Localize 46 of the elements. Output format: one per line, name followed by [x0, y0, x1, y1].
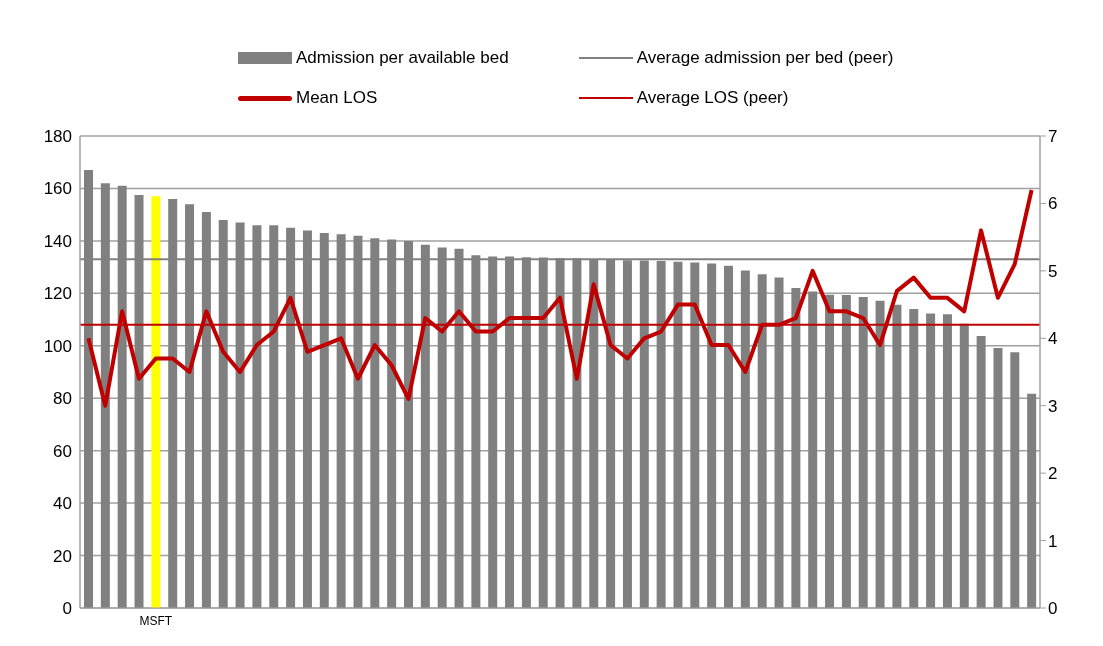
legend-label: Average LOS (peer): [636, 88, 789, 108]
y-tick-label: 100: [43, 336, 72, 356]
y2-tick-label: 2: [1048, 464, 1058, 484]
bar: [673, 261, 683, 608]
bar: [841, 294, 851, 608]
bar: [858, 297, 868, 608]
y2-tick-label: 6: [1048, 194, 1058, 214]
y-tick-label: 160: [43, 179, 72, 199]
bar: [892, 304, 902, 608]
bar: [690, 262, 700, 608]
y2-tick-label: 7: [1048, 127, 1058, 147]
bar: [724, 265, 733, 608]
y-tick-label: 140: [43, 231, 72, 251]
bar: [993, 347, 1003, 608]
bar: [1010, 352, 1020, 608]
y2-tick-label: 1: [1048, 531, 1058, 551]
y-tick-label: 80: [53, 389, 72, 409]
y-tick-label: 0: [62, 599, 72, 619]
bar: [926, 313, 936, 608]
bar: [909, 309, 919, 608]
bar: [959, 323, 969, 608]
legend-label: Mean LOS: [296, 88, 378, 108]
y2-tick-label: 3: [1048, 396, 1058, 416]
x-tick-label: MSFT: [139, 613, 173, 628]
bar: [791, 288, 801, 608]
bar: [942, 314, 952, 608]
legend-label: Admission per available bed: [296, 48, 509, 68]
bar: [808, 291, 818, 608]
bar: [707, 263, 717, 608]
y-tick-label: 20: [53, 546, 72, 566]
y2-tick-label: 5: [1048, 261, 1058, 281]
bar: [875, 300, 885, 608]
bar: [1027, 393, 1037, 608]
y-tick-label: 40: [53, 494, 72, 514]
y-tick-label: 180: [43, 127, 72, 147]
y2-tick-label: 0: [1048, 599, 1058, 619]
bar: [740, 270, 750, 608]
bar: [774, 277, 784, 608]
bar: [825, 294, 835, 608]
bar: [757, 274, 767, 608]
y-tick-label: 120: [43, 284, 72, 304]
bar: [976, 336, 986, 608]
y-tick-label: 60: [53, 441, 72, 461]
bar: [151, 196, 161, 608]
y2-tick-label: 4: [1048, 329, 1058, 349]
legend-label: Average admission per bed (peer): [636, 48, 894, 68]
